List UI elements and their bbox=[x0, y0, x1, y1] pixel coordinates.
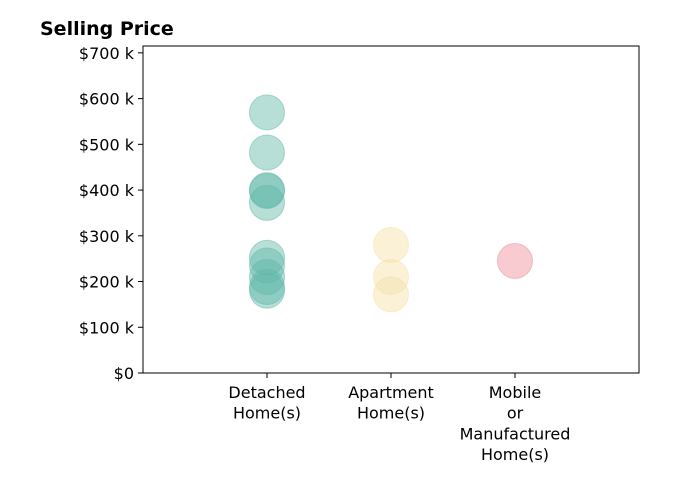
chart-title: Selling Price bbox=[40, 18, 174, 40]
data-point bbox=[249, 172, 285, 209]
y-tick-label: $200 k bbox=[79, 273, 135, 292]
y-tick-label: $600 k bbox=[79, 90, 135, 109]
data-point bbox=[249, 272, 285, 309]
y-axis: $0 $100 k $200 k $300 k $400 k $500 k $600 k $7… bbox=[79, 44, 143, 383]
y-tick-label: $300 k bbox=[79, 227, 135, 246]
data-point bbox=[249, 184, 285, 221]
x-tick-label: Home(s) bbox=[481, 445, 549, 464]
x-tick-label: Detached bbox=[228, 383, 305, 402]
data-point bbox=[249, 134, 285, 171]
y-tick-label: $500 k bbox=[79, 135, 135, 154]
data-point bbox=[497, 242, 533, 279]
x-tick-label: Home(s) bbox=[357, 404, 425, 423]
y-tick-label: $0 bbox=[114, 364, 134, 383]
x-tick-label: Manufactured bbox=[460, 424, 571, 443]
x-axis: Detached Home(s) Apartment Home(s) Mobile orM… bbox=[228, 373, 570, 464]
data-points bbox=[249, 94, 533, 313]
data-point bbox=[249, 258, 285, 295]
x-tick-label: Mobile bbox=[489, 383, 541, 402]
data-point bbox=[249, 247, 285, 284]
data-point bbox=[249, 94, 285, 131]
data-point bbox=[249, 239, 285, 276]
plot-area-frame bbox=[142, 45, 640, 374]
y-tick-label: $400 k bbox=[79, 181, 135, 200]
y-tick-label: $100 k bbox=[79, 318, 135, 337]
data-point bbox=[373, 276, 409, 313]
y-tick-label: $700 k bbox=[79, 44, 135, 63]
x-tick-label: Apartment bbox=[348, 383, 434, 402]
x-tick-label: Home(s) bbox=[233, 404, 301, 423]
data-point bbox=[373, 226, 409, 263]
x-tick-label: or bbox=[507, 404, 524, 423]
